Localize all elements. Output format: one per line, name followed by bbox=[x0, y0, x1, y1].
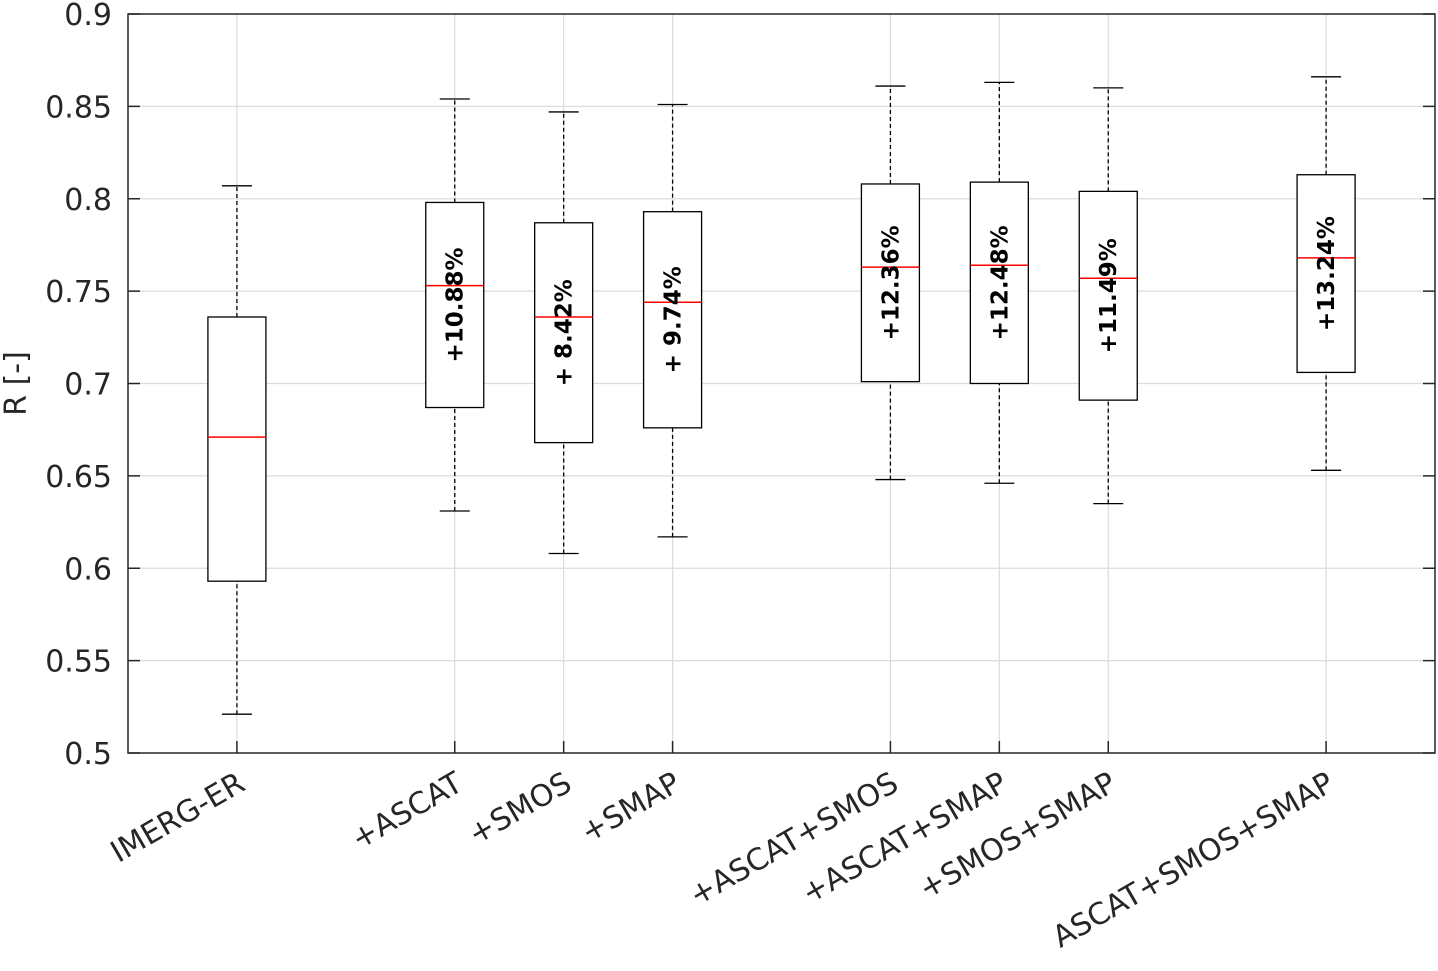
box-iqr bbox=[860, 183, 921, 383]
y-tick-label: 0.9 bbox=[64, 0, 112, 33]
box-iqr bbox=[534, 222, 594, 444]
x-tick-label: +ASCAT bbox=[345, 765, 469, 857]
box-iqr bbox=[207, 316, 267, 582]
box-annotation: +10.88% bbox=[443, 247, 469, 362]
y-tick-label: 0.55 bbox=[45, 645, 112, 680]
box-iqr bbox=[642, 211, 703, 429]
box-annotation: + 9.74% bbox=[661, 266, 687, 373]
box-iqr bbox=[969, 181, 1029, 385]
box-annotation: +12.48% bbox=[987, 225, 1013, 340]
box-iqr bbox=[425, 201, 485, 409]
y-tick-label: 0.75 bbox=[45, 275, 112, 310]
box-iqr bbox=[1296, 174, 1356, 374]
annotation-layer: +10.88% + 8.42% + 9.74% +12.36% +12.48% +11.4… bbox=[443, 216, 1340, 386]
y-tick-label: 0.65 bbox=[45, 460, 112, 495]
y-tick-label: 0.7 bbox=[64, 368, 112, 403]
y-tick-label: 0.5 bbox=[64, 737, 112, 772]
box-annotation: +11.49% bbox=[1096, 238, 1122, 353]
x-tick-label: +SMOS bbox=[463, 766, 578, 853]
box-iqr bbox=[1078, 190, 1138, 401]
y-axis-title: R [-] bbox=[0, 351, 34, 416]
grid-layer bbox=[128, 14, 1435, 753]
x-tick-label: +SMOS+SMAP bbox=[913, 766, 1122, 907]
y-tick-label: 0.6 bbox=[64, 552, 112, 587]
x-tick-label: +SMAP bbox=[575, 766, 687, 851]
y-tick-label: 0.8 bbox=[64, 183, 112, 218]
box-annotation: +13.24% bbox=[1314, 216, 1340, 331]
box-annotation: + 8.42% bbox=[552, 279, 578, 386]
box-layer bbox=[207, 76, 1356, 715]
x-tick-label: IMERG-ER bbox=[105, 766, 251, 871]
y-tick-label: 0.85 bbox=[45, 90, 112, 125]
box-annotation: +12.36% bbox=[878, 225, 904, 340]
